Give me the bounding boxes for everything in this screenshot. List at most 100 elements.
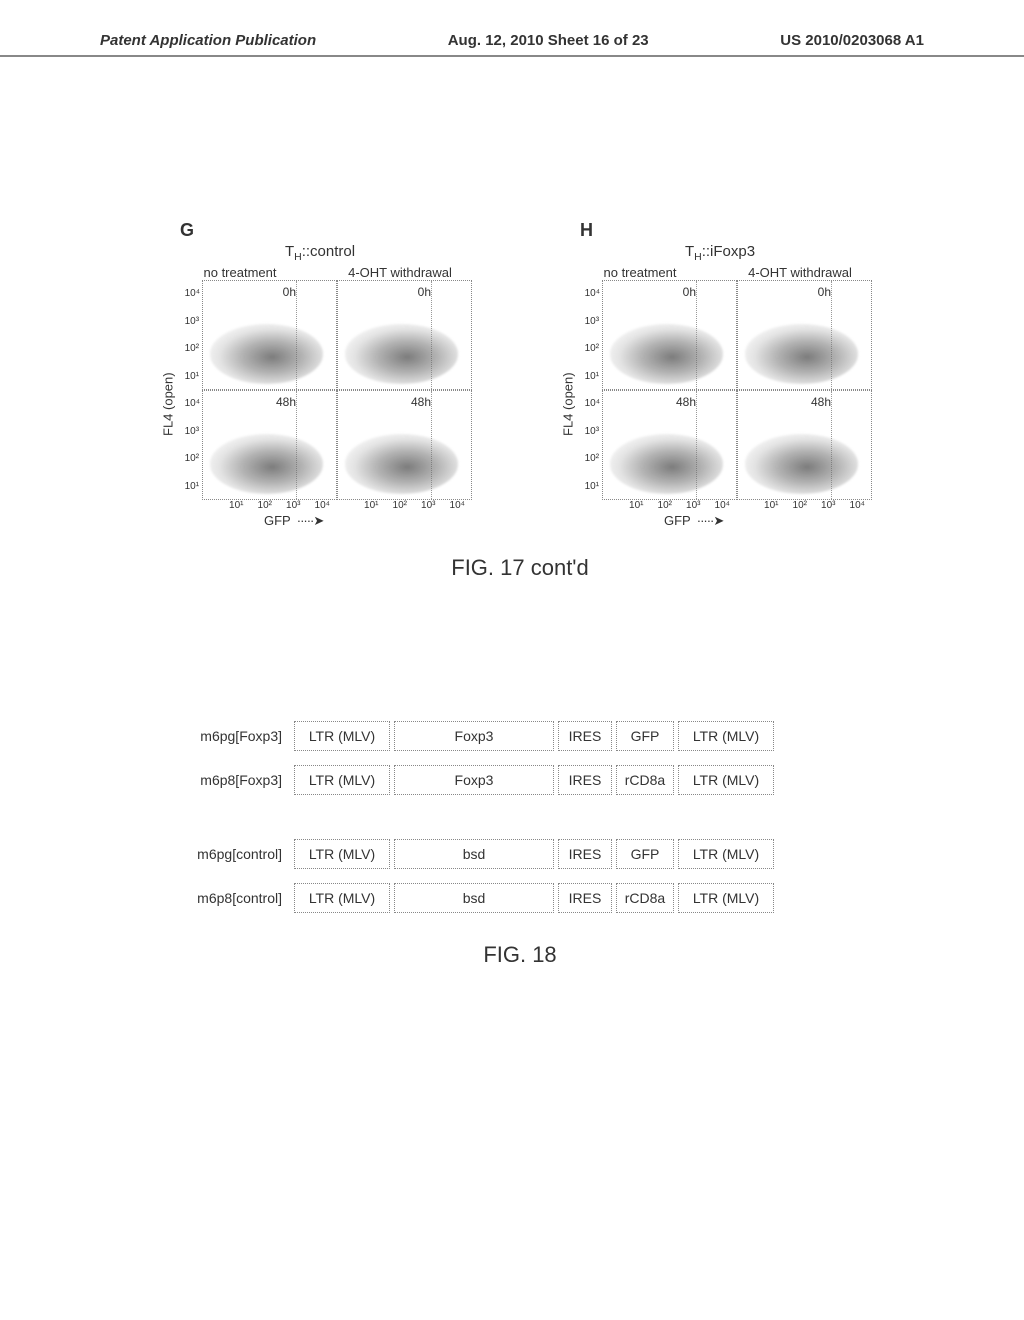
- construct-segment: Foxp3: [394, 765, 554, 795]
- xtick: 10⁴: [450, 500, 465, 511]
- scatter-cloud: [610, 434, 723, 493]
- scatter-cloud: [745, 324, 858, 383]
- panel-row: G TH::control no treatment 4-OHT withdra…: [160, 220, 880, 529]
- scatter-cell: 48h: [337, 390, 472, 500]
- panel-h: H TH::iFoxp3 no treatment 4-OHT withdraw…: [560, 220, 880, 529]
- xtick: 10²: [258, 500, 272, 511]
- panel-title: TH::iFoxp3: [560, 243, 880, 263]
- header-center: Aug. 12, 2010 Sheet 16 of 23: [448, 32, 649, 49]
- ytick: 10²: [185, 343, 200, 354]
- ytick: 10⁴: [185, 288, 200, 299]
- construct-segment: LTR (MLV): [294, 883, 390, 913]
- subtitle-left: no treatment: [560, 265, 720, 280]
- time-label: 0h: [283, 285, 296, 299]
- construct-segment: rCD8a: [616, 883, 674, 913]
- subtitle-left: no treatment: [160, 265, 320, 280]
- figure-17: G TH::control no treatment 4-OHT withdra…: [160, 220, 880, 581]
- construct-name: m6p8[Foxp3]: [160, 772, 290, 788]
- scatter-cloud: [210, 434, 323, 493]
- construct-segment: LTR (MLV): [678, 883, 774, 913]
- ytick: 10¹: [585, 371, 600, 382]
- xtick: 10³: [286, 500, 300, 511]
- construct-segment: LTR (MLV): [678, 839, 774, 869]
- ytick: 10³: [185, 316, 200, 327]
- construct-segment: LTR (MLV): [294, 839, 390, 869]
- construct-row: m6pg[Foxp3]LTR (MLV)Foxp3IRESGFPLTR (MLV…: [160, 720, 880, 752]
- panel-title: TH::control: [160, 243, 480, 263]
- panel-g: G TH::control no treatment 4-OHT withdra…: [160, 220, 480, 529]
- time-label: 0h: [683, 285, 696, 299]
- construct-segment: bsd: [394, 839, 554, 869]
- time-label: 48h: [811, 395, 831, 409]
- construct-segment: IRES: [558, 883, 612, 913]
- xtick: 10²: [393, 500, 407, 511]
- x-ticks: 10¹ 10² 10³ 10⁴ 10¹ 10² 10³ 10⁴: [202, 500, 472, 511]
- panel-subtitles: no treatment 4-OHT withdrawal: [160, 265, 480, 280]
- panel-letter: G: [180, 220, 480, 241]
- scatter-cell: 0h: [337, 280, 472, 390]
- time-label: 0h: [418, 285, 431, 299]
- xtick: 10³: [821, 500, 835, 511]
- xtick: 10¹: [764, 500, 778, 511]
- construct-segment: LTR (MLV): [294, 765, 390, 795]
- time-label: 0h: [818, 285, 831, 299]
- time-label: 48h: [676, 395, 696, 409]
- subtitle-right: 4-OHT withdrawal: [720, 265, 880, 280]
- time-label: 48h: [411, 395, 431, 409]
- y-ticks: 10⁴ 10³ 10² 10¹ 10⁴ 10³ 10² 10¹: [576, 280, 602, 529]
- construct-segment: IRES: [558, 839, 612, 869]
- scatter-cell: 48h: [737, 390, 872, 500]
- construct-segment: bsd: [394, 883, 554, 913]
- plot-wrap: FL4 (open) 10⁴ 10³ 10² 10¹ 10⁴ 10³ 10² 1…: [160, 280, 480, 529]
- scatter-cloud: [345, 324, 458, 383]
- construct-row: m6p8[control]LTR (MLV)bsdIRESrCD8aLTR (M…: [160, 882, 880, 914]
- ytick: 10²: [185, 453, 200, 464]
- xtick: 10³: [421, 500, 435, 511]
- scatter-cloud: [610, 324, 723, 383]
- ytick: 10⁴: [585, 288, 600, 299]
- construct-segment: Foxp3: [394, 721, 554, 751]
- xtick: 10³: [686, 500, 700, 511]
- scatter-cloud: [210, 324, 323, 383]
- arrow-icon: ·····➤: [297, 513, 324, 529]
- scatter-grid: 0h 0h 48h: [602, 280, 872, 500]
- xtick: 10⁴: [850, 500, 865, 511]
- plot-wrap: FL4 (open) 10⁴ 10³ 10² 10¹ 10⁴ 10³ 10² 1…: [560, 280, 880, 529]
- panel-letter: H: [580, 220, 880, 241]
- x-label-row: GFP ·····➤: [202, 513, 472, 529]
- arrow-icon: ·····➤: [697, 513, 724, 529]
- y-axis-label: FL4 (open): [560, 280, 576, 529]
- construct-segment: LTR (MLV): [678, 721, 774, 751]
- scatter-cell: 0h: [602, 280, 737, 390]
- xtick: 10²: [658, 500, 672, 511]
- xtick: 10²: [793, 500, 807, 511]
- construct-row: m6p8[Foxp3]LTR (MLV)Foxp3IRESrCD8aLTR (M…: [160, 764, 880, 796]
- figure-18-caption: FIG. 18: [160, 942, 880, 968]
- xtick: 10¹: [364, 500, 378, 511]
- construct-segment: LTR (MLV): [294, 721, 390, 751]
- x-axis-label: GFP: [664, 513, 691, 529]
- construct-segment: IRES: [558, 721, 612, 751]
- scatter-grid: 0h 0h 48h: [202, 280, 472, 500]
- ytick: 10³: [585, 426, 600, 437]
- ytick: 10¹: [585, 481, 600, 492]
- ytick: 10²: [585, 453, 600, 464]
- scatter-cloud: [745, 434, 858, 493]
- figure-18: m6pg[Foxp3]LTR (MLV)Foxp3IRESGFPLTR (MLV…: [160, 720, 880, 968]
- ytick: 10²: [585, 343, 600, 354]
- xtick: 10⁴: [315, 500, 330, 511]
- scatter-cell: 0h: [202, 280, 337, 390]
- panel-subtitles: no treatment 4-OHT withdrawal: [560, 265, 880, 280]
- x-label-row: GFP ·····➤: [602, 513, 872, 529]
- y-axis-label: FL4 (open): [160, 280, 176, 529]
- construct-segment: LTR (MLV): [678, 765, 774, 795]
- ytick: 10³: [585, 316, 600, 327]
- ytick: 10³: [185, 426, 200, 437]
- figure-17-caption: FIG. 17 cont'd: [160, 555, 880, 581]
- xtick: 10⁴: [715, 500, 730, 511]
- construct-name: m6pg[Foxp3]: [160, 728, 290, 744]
- construct-segment: rCD8a: [616, 765, 674, 795]
- ytick: 10¹: [185, 481, 200, 492]
- time-label: 48h: [276, 395, 296, 409]
- xtick: 10¹: [629, 500, 643, 511]
